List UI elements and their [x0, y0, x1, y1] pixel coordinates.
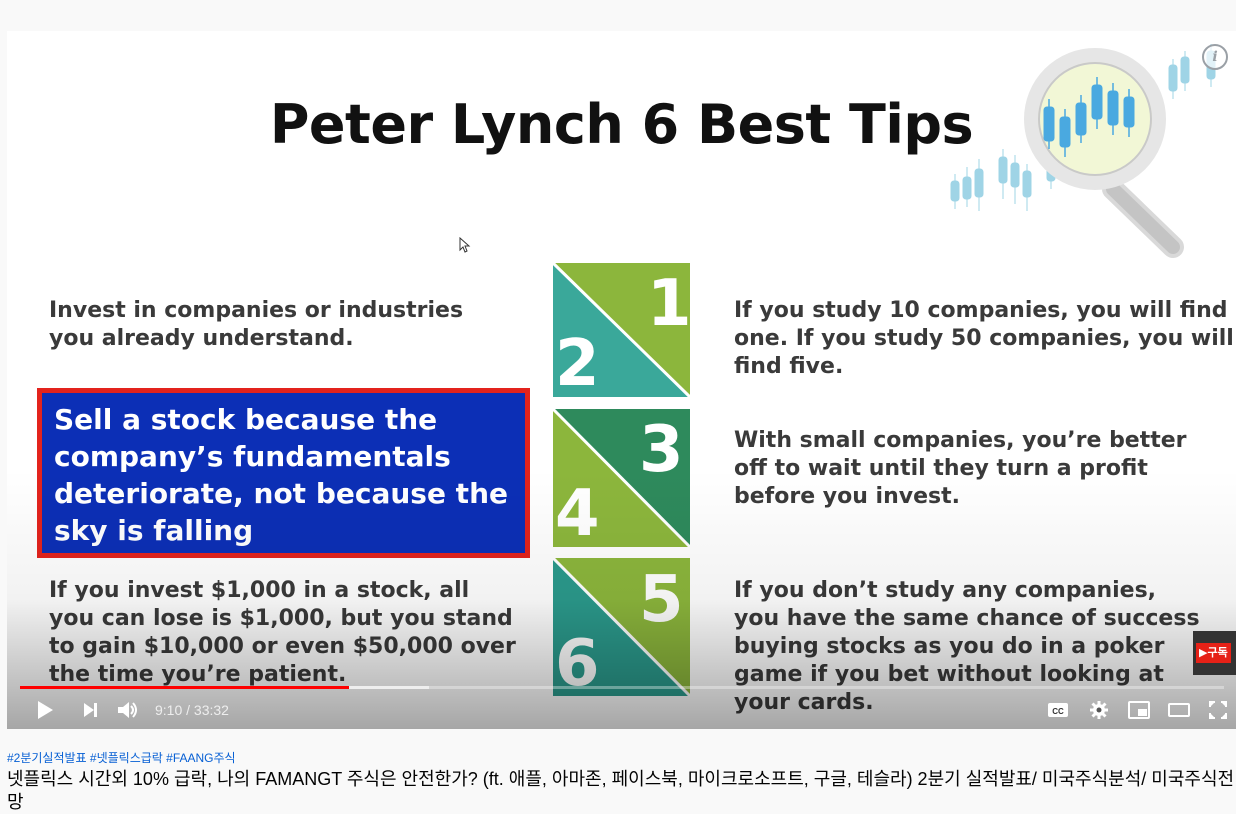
fullscreen-button[interactable] — [1203, 691, 1233, 729]
settings-button[interactable] — [1083, 691, 1115, 729]
miniplayer-button[interactable] — [1123, 691, 1155, 729]
magnifier-chart-graphic — [950, 44, 1216, 258]
highlighted-tip-box: Sell a stock because the company’s funda… — [37, 388, 530, 558]
video-metadata: #2분기실적발표 #넷플릭스급락 #FAANG주식 넷플릭스 시간외 10% 급… — [7, 749, 1236, 814]
tip-text-6: If you invest $1,000 in a stock, all you… — [49, 578, 516, 687]
video-frame: Peter Lynch 6 Best Tips — [7, 31, 1236, 729]
theater-mode-button[interactable] — [1163, 691, 1195, 729]
tip-text-5: If you don’t study any companies, you ha… — [734, 578, 1200, 715]
play-button[interactable] — [29, 691, 61, 729]
played-bar — [20, 686, 350, 689]
settings-icon — [1090, 701, 1108, 719]
subscribe-label: ▶구독 — [1196, 643, 1231, 663]
tip-text-4: Sell a stock because the company’s funda… — [54, 403, 508, 547]
video-title: 넷플릭스 시간외 10% 급락, 나의 FAMANGT 주식은 안전한가? (f… — [7, 769, 1235, 812]
tip-text-2: Invest in companies or industries you al… — [49, 298, 464, 351]
video-player[interactable]: Peter Lynch 6 Best Tips — [7, 31, 1236, 729]
tip-number-6: 6 — [555, 627, 600, 701]
tip-number-2: 2 — [555, 327, 600, 401]
play-icon — [38, 701, 53, 719]
next-button[interactable] — [75, 691, 105, 729]
captions-button[interactable]: CC — [1043, 691, 1073, 729]
tip-text-3: With small companies, you’re better off … — [734, 428, 1187, 509]
tip-text-1: If you study 10 companies, you will find… — [734, 298, 1234, 379]
theater-icon — [1168, 703, 1190, 717]
subscribe-watermark[interactable]: ▶구독 — [1193, 631, 1236, 675]
next-icon — [84, 703, 97, 717]
cc-icon: CC — [1048, 703, 1068, 717]
miniplayer-icon — [1128, 701, 1150, 719]
fullscreen-icon — [1209, 701, 1227, 719]
tip-number-1: 1 — [647, 267, 692, 341]
volume-icon — [118, 702, 137, 718]
info-card-icon[interactable]: i — [1202, 44, 1228, 70]
tip-number-5: 5 — [639, 563, 684, 637]
tip-number-3: 3 — [639, 413, 684, 487]
hashtag-links[interactable]: #2분기실적발표 #넷플릭스급락 #FAANG주식 — [7, 751, 236, 765]
progress-bar[interactable] — [20, 686, 1224, 689]
mute-button[interactable] — [113, 691, 143, 729]
player-controls: 9:10 / 33:32 CC — [7, 691, 1236, 729]
time-display: 9:10 / 33:32 — [155, 702, 229, 718]
numbered-triangles-graphic — [551, 261, 692, 698]
tip-number-4: 4 — [555, 477, 600, 551]
svg-text:CC: CC — [1052, 707, 1064, 716]
mouse-cursor-icon — [459, 237, 471, 253]
slide-title: Peter Lynch 6 Best Tips — [269, 93, 974, 156]
